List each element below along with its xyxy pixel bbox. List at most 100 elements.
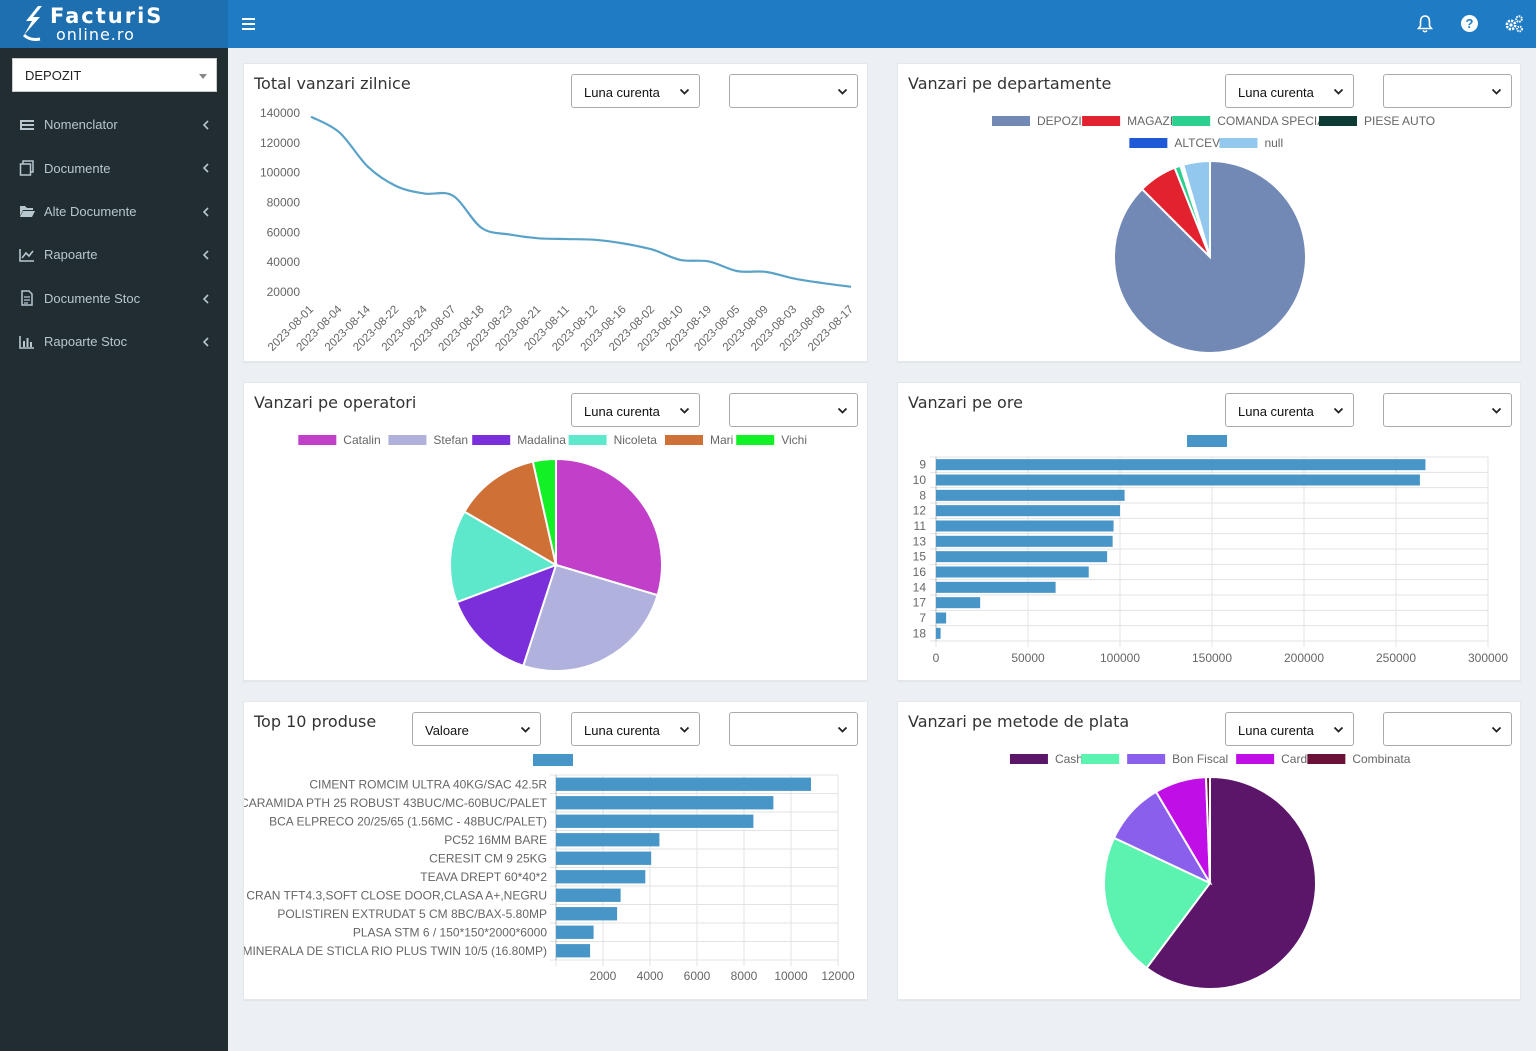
menu-icon[interactable]: [242, 17, 256, 31]
y-tick-label: 12: [913, 504, 927, 518]
legend-swatch: [1172, 116, 1211, 126]
panel-title: Total vanzari zilnice: [254, 74, 411, 93]
sidebar-item-label: Nomenclator: [44, 117, 118, 133]
pie-slice: [463, 460, 558, 568]
pie-slice: [531, 457, 557, 566]
legend-swatch: [1081, 754, 1120, 764]
sidebar-item-rapoarte-stoc[interactable]: Rapoarte Stoc: [0, 320, 228, 363]
chevron-left-icon: [202, 250, 209, 260]
legend-swatch: [1082, 116, 1121, 126]
bell-icon[interactable]: [1417, 14, 1433, 34]
period-select-value: Luna curenta: [1238, 404, 1314, 419]
y-tick-label: 60000: [267, 225, 301, 239]
x-tick-label: 200000: [1284, 651, 1324, 665]
sidebar-item-alte-documente[interactable]: Alte Documente: [0, 190, 228, 233]
x-tick-label: 150000: [1192, 651, 1232, 665]
pie-slice: [1103, 836, 1212, 970]
y-tick-label: 40000: [267, 255, 301, 269]
legend-swatch: [665, 435, 703, 445]
y-tick-label: TEAVA DREPT 60*40*2: [420, 870, 547, 884]
filter-select[interactable]: [729, 74, 858, 108]
period-select[interactable]: Luna curenta: [571, 712, 700, 746]
period-select[interactable]: Luna curenta: [1225, 712, 1354, 746]
chevron-left-icon: [202, 293, 209, 304]
sidebar-item-nomenclator[interactable]: Nomenclator: [0, 103, 228, 146]
filter-select[interactable]: [1383, 393, 1512, 427]
panel-hours: Vanzari pe ore Luna curenta 0 50000 100000…: [897, 382, 1521, 681]
sidebar-item-rapoarte[interactable]: Rapoarte: [0, 233, 228, 276]
y-tick-label: 16: [913, 565, 927, 579]
pie-slice: [1145, 775, 1317, 990]
department-select[interactable]: DEPOZIT: [12, 58, 217, 92]
y-tick-label: 100000: [260, 166, 300, 180]
chevron-down-icon: [1491, 726, 1502, 733]
sidebar-item-label: Documente Stoc: [44, 290, 141, 306]
y-tick-label: 17: [913, 596, 927, 610]
panel-departments: Vanzari pe departamente Luna curenta DEP…: [897, 63, 1521, 362]
chevron-down-icon: [1333, 726, 1344, 733]
legend-label: PIESE AUTO: [1364, 114, 1435, 128]
metric-select[interactable]: Valoare: [412, 712, 541, 746]
legend-swatch: [1187, 435, 1227, 447]
bar: [936, 566, 1089, 578]
sidebar-item-label: Rapoarte Stoc: [44, 334, 128, 350]
legend-label: Cash: [1055, 752, 1083, 766]
bar: [936, 551, 1108, 563]
filter-select[interactable]: [1383, 712, 1512, 746]
legend-swatch: [736, 435, 775, 445]
settings-icon[interactable]: [1504, 14, 1524, 34]
panel-title: Vanzari pe departamente: [908, 74, 1112, 93]
period-select[interactable]: Luna curenta: [1225, 74, 1354, 108]
panel-operators: Vanzari pe operatori Luna curenta Catali…: [243, 382, 868, 681]
panel-payment-methods: Vanzari pe metode de plata Luna curenta …: [897, 701, 1521, 1000]
filter-select[interactable]: [1383, 74, 1512, 108]
y-tick-label: 80000: [267, 196, 301, 210]
x-tick-label: 100000: [1100, 651, 1140, 665]
products-bar-chart: 2000 4000 6000 8000 10000 12000 CIMENT ROMCIM …: [244, 754, 855, 983]
y-tick-label: 7: [919, 611, 926, 625]
legend-label: Card: [1281, 752, 1307, 766]
pie-slice: [449, 510, 559, 604]
period-select-value: Luna curenta: [1238, 723, 1314, 738]
y-tick-label: CIMENT ROMCIM ULTRA 40KG/SAC 42.5R: [309, 777, 547, 791]
filter-select[interactable]: [729, 393, 858, 427]
period-select[interactable]: Luna curenta: [1225, 393, 1354, 427]
x-tick-label: 6000: [684, 969, 711, 983]
department-value: DEPOZIT: [25, 68, 82, 83]
file-text-icon: [21, 290, 33, 306]
sidebar-item-documente-stoc[interactable]: Documente Stoc: [0, 277, 228, 320]
bar: [936, 489, 1125, 501]
legend-label: Stefan: [433, 433, 468, 447]
legend-label: MAGAZIN: [1127, 114, 1182, 128]
brand-logo[interactable]: FacturiS online.ro: [0, 0, 228, 48]
legend-swatch: [1009, 754, 1048, 764]
sidebar-item-label: Alte Documente: [44, 203, 137, 219]
chevron-down-icon: [679, 407, 690, 414]
chevron-down-icon: [1333, 88, 1344, 95]
bar: [556, 833, 660, 847]
legend-swatch: [1236, 754, 1275, 764]
y-tick-label: 15: [913, 550, 927, 564]
period-select[interactable]: Luna curenta: [571, 393, 700, 427]
folder-open-icon: [20, 206, 35, 218]
sidebar-item-documente[interactable]: Documente: [0, 146, 228, 189]
daily-sales-line-chart: 2000040000600008000010000012000014000020…: [260, 106, 856, 354]
period-select[interactable]: Luna curenta: [571, 74, 700, 108]
hours-bar-chart: 0 50000 100000 150000 200000 250000 300000 9108…: [913, 435, 1508, 665]
bar: [936, 474, 1420, 486]
legend-label: DEPOZIT: [1037, 114, 1090, 128]
legend-swatch: [472, 435, 511, 445]
legend-swatch: [388, 435, 427, 445]
y-tick-label: POLISTIREN EXTRUDAT 5 CM 8BC/BAX-5.80MP: [277, 907, 547, 921]
period-select-value: Luna curenta: [584, 404, 660, 419]
help-icon[interactable]: ?: [1460, 14, 1479, 33]
legend-swatch: [1219, 138, 1258, 148]
y-tick-label: CRAN TFT4.3,SOFT CLOSE DOOR,CLASA A+,NEG…: [246, 888, 547, 902]
legend-label: COMANDA SPECIALA: [1217, 114, 1340, 128]
chevron-down-icon: [837, 407, 848, 414]
legend-swatch: [1319, 116, 1357, 126]
panel-top-products: Top 10 produse Valoare Luna curenta 2000…: [243, 701, 868, 1000]
filter-select[interactable]: [729, 712, 858, 746]
bar: [556, 870, 646, 884]
bar: [556, 944, 591, 958]
